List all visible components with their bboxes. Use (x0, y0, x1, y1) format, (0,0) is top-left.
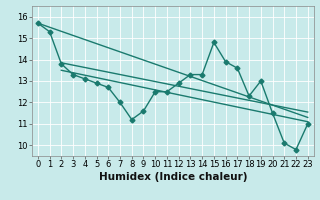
X-axis label: Humidex (Indice chaleur): Humidex (Indice chaleur) (99, 172, 247, 182)
